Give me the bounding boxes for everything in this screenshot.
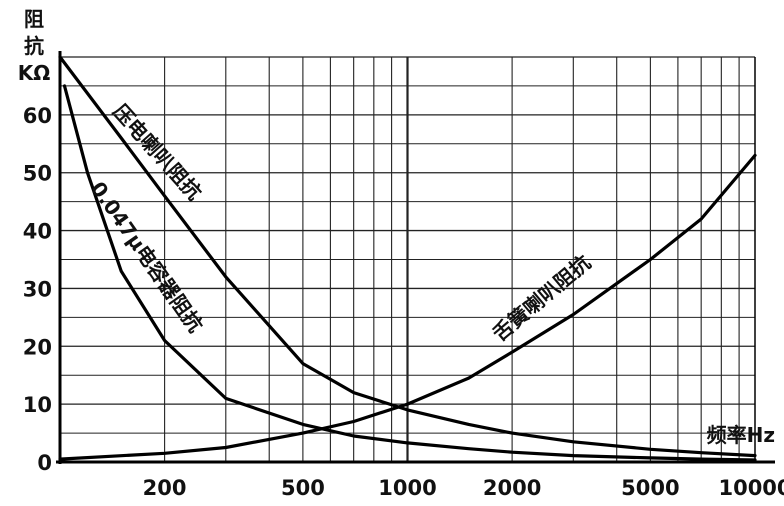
series-line-2 xyxy=(62,84,757,462)
y-tick-label: 60 xyxy=(23,104,52,128)
x-axis-title: 频率Hz xyxy=(707,423,775,447)
x-tick-label: 1000 xyxy=(378,476,436,500)
y-tick-label: 30 xyxy=(23,277,52,301)
x-tick-label: 200 xyxy=(143,476,187,500)
x-tick-label: 500 xyxy=(281,476,325,500)
series-line-3 xyxy=(58,153,757,461)
y-tick-label: 50 xyxy=(23,162,52,186)
series-line-1 xyxy=(58,55,757,458)
y-axis-title-line: 抗 xyxy=(24,34,44,58)
x-tick-label: 5000 xyxy=(621,476,679,500)
y-tick-label: 0 xyxy=(37,451,52,475)
y-axis-title-line: KΩ xyxy=(18,61,51,85)
y-tick-label: 10 xyxy=(23,393,52,417)
x-tick-label: 2000 xyxy=(483,476,541,500)
chart-series xyxy=(58,55,757,462)
chart-axes xyxy=(56,51,775,464)
y-tick-label: 20 xyxy=(23,335,52,359)
series-label-3: 舌簧喇叭阻抗 xyxy=(488,250,595,346)
y-tick-label: 40 xyxy=(23,220,52,244)
y-axis-title-line: 阻 xyxy=(24,7,44,31)
